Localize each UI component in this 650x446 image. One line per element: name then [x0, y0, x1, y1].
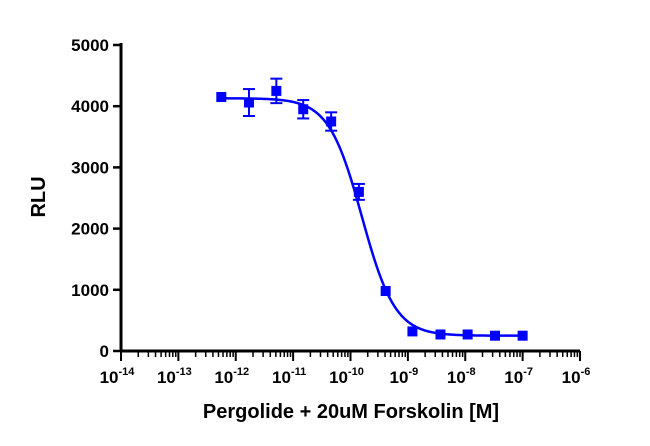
error-bars	[242, 77, 365, 201]
x-tick-exponent: -13	[176, 366, 192, 378]
x-tick-base: 10	[272, 368, 291, 387]
x-ticks: 10-14 10-13 10-12 10-11 10-10 10-9 10-8 10-7 10-…	[100, 351, 591, 387]
y-tick-label: 1000	[71, 281, 109, 300]
data-point	[462, 329, 473, 340]
y-axis-title: RLU	[28, 176, 50, 217]
x-tick-label: 10-13	[157, 366, 192, 387]
x-tick-base: 10	[390, 368, 409, 387]
x-tick-exponent: -14	[119, 366, 136, 378]
x-tick-exponent: -9	[408, 366, 418, 378]
x-tick-exponent: -11	[291, 366, 306, 378]
x-tick-label: 10-9	[390, 366, 419, 387]
data-points	[216, 85, 528, 341]
x-tick-label: 10-6	[562, 366, 591, 387]
x-tick-base: 10	[562, 368, 581, 387]
fit-curve-group	[221, 97, 523, 337]
y-tick-label: 4000	[71, 97, 109, 116]
x-tick-label: 10-11	[272, 366, 306, 387]
x-tick-base: 10	[157, 368, 176, 387]
x-tick-label: 10-12	[214, 366, 249, 387]
x-tick-exponent: -8	[466, 366, 476, 378]
x-tick-base: 10	[504, 368, 523, 387]
x-axis-title: Pergolide + 20uM Forskolin [M]	[203, 401, 499, 423]
x-tick-base: 10	[447, 368, 466, 387]
data-point	[353, 186, 364, 197]
x-tick-exponent: -7	[523, 366, 533, 378]
fit-curve	[221, 97, 523, 337]
x-tick-base: 10	[214, 368, 233, 387]
y-tick-label: 0	[100, 342, 109, 361]
data-point	[380, 286, 391, 297]
y-tick-label: 2000	[71, 220, 109, 239]
data-point	[489, 330, 500, 341]
data-point	[326, 116, 337, 127]
x-tick-label: 10-8	[447, 366, 476, 387]
data-point	[407, 326, 418, 337]
x-tick-base: 10	[100, 368, 119, 387]
y-tick-label: 3000	[71, 158, 109, 177]
x-tick-exponent: -6	[581, 366, 591, 378]
data-point	[298, 104, 309, 115]
data-point	[243, 97, 254, 108]
y-tick-label: 5000	[71, 36, 109, 55]
x-tick-exponent: -10	[348, 366, 364, 378]
x-tick-label: 10-7	[504, 366, 533, 387]
data-point	[271, 85, 282, 96]
x-tick-label: 10-14	[100, 366, 136, 387]
axes	[119, 43, 580, 353]
x-tick-exponent: -12	[233, 366, 249, 378]
x-tick-base: 10	[329, 368, 348, 387]
y-ticks: 0 1000 2000 3000 4000 5000	[71, 36, 121, 361]
data-point	[517, 330, 528, 341]
data-point	[216, 92, 227, 103]
x-tick-label: 10-10	[329, 366, 364, 387]
data-point	[435, 329, 446, 340]
